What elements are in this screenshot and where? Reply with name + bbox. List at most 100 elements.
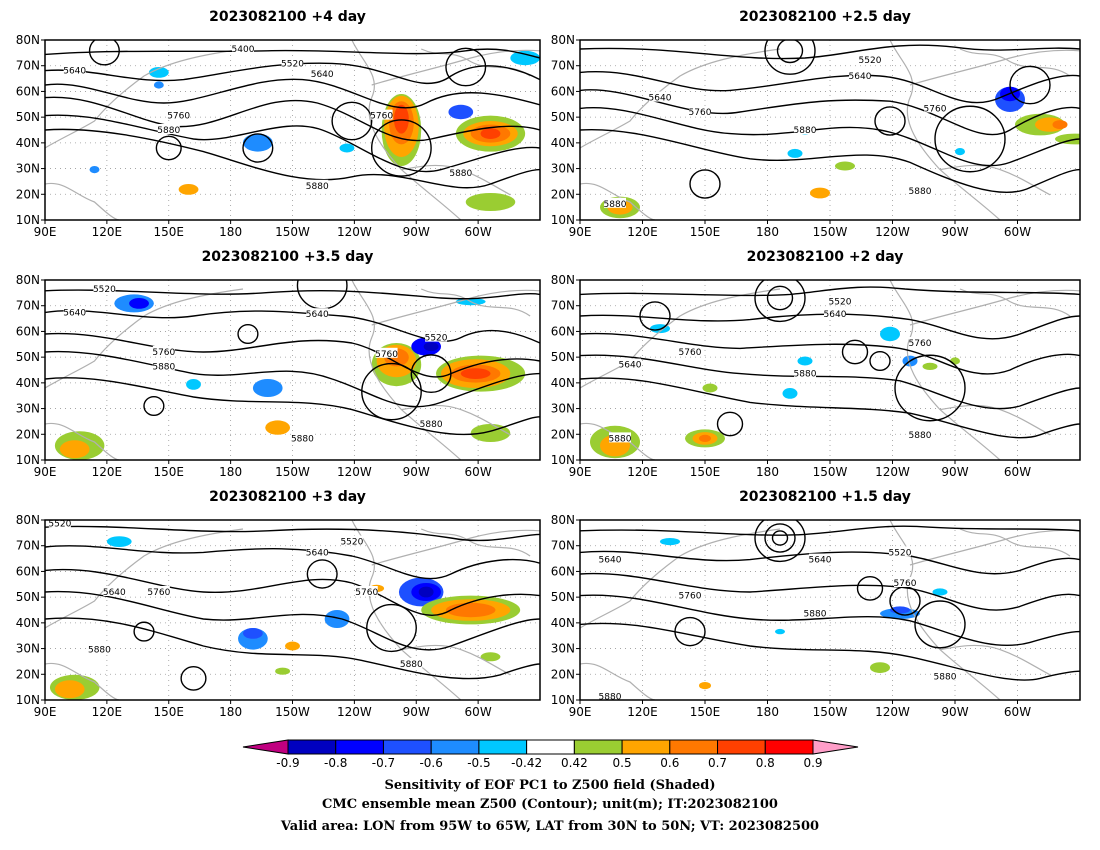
closed-contour	[776, 40, 804, 64]
coastline	[45, 422, 120, 460]
contour-label: 5640	[63, 308, 86, 318]
contour-label: 5520	[48, 520, 71, 530]
contour-label: 5640	[63, 67, 86, 77]
contour-label: 5640	[599, 556, 622, 566]
shading-patch	[480, 128, 501, 140]
shading-patch	[787, 148, 803, 158]
shading-patch	[393, 104, 409, 134]
lon-tick-label: 150W	[275, 705, 310, 719]
closed-contour	[237, 323, 259, 345]
lat-tick-label: 40N	[551, 136, 575, 150]
colorbar-box	[382, 739, 432, 755]
lon-tick-label: 180	[219, 225, 242, 239]
lon-tick-label: 150E	[154, 225, 185, 239]
coastline	[939, 644, 1051, 676]
coastline	[351, 520, 462, 700]
closed-contour	[856, 576, 884, 601]
contour-label: 5760	[924, 104, 947, 114]
shading-patch	[106, 536, 132, 547]
contour-line	[45, 78, 540, 109]
contour-label: 5760	[375, 350, 398, 360]
contour-line	[45, 350, 540, 408]
sensitivity-shading	[600, 86, 1080, 219]
lon-tick-label: 150E	[690, 465, 721, 479]
closed-contour	[639, 301, 671, 331]
colorbar-tick-label: -0.5	[467, 756, 490, 770]
closed-contour	[914, 600, 966, 649]
colorbar: -0.9 -0.8 -0.7 -0.6 -0.5 -0.42 0.42 0.5 0.6 0.7 0.…	[242, 739, 859, 770]
lat-tick-label: 20N	[16, 427, 40, 441]
lat-tick-label: 60N	[551, 84, 575, 98]
contour-label: 5640	[649, 94, 672, 104]
lon-tick-label: 150W	[813, 705, 848, 719]
lon-tick-label: 150W	[813, 465, 848, 479]
lat-tick-label: 70N	[16, 539, 40, 553]
lon-tick-label: 120E	[627, 465, 658, 479]
closed-contour	[869, 350, 891, 372]
caption-line-3: Valid area: LON from 95W to 65W, LAT fro…	[280, 819, 819, 834]
contour-line	[45, 62, 540, 85]
shading-patch	[797, 356, 813, 366]
contour-label: 5640	[824, 310, 847, 320]
contour-label: 5520	[281, 59, 304, 69]
contour-line	[580, 354, 1080, 410]
shading-patch	[1052, 120, 1068, 130]
grid-lines	[580, 40, 1080, 220]
coastline	[420, 288, 531, 317]
shading-patch	[423, 342, 439, 352]
panel-title: 2023082100 +2 day	[747, 249, 904, 265]
contour-label: 5640	[619, 361, 642, 371]
closed-contour	[370, 119, 432, 177]
map-panel: 5640 5640 5520 5760 5760 5880 5880 5880 20230821…	[551, 489, 1081, 719]
contour-label: 5520	[93, 285, 116, 295]
contour-line	[580, 332, 1080, 375]
colorbar-tick-label: 0.7	[708, 756, 727, 770]
closed-contour	[754, 520, 806, 563]
lat-tick-label: 70N	[551, 539, 575, 553]
closed-contour	[674, 616, 706, 647]
shading-patch	[339, 143, 355, 153]
contour-label: 5520	[859, 56, 882, 66]
lon-tick-label: 150E	[690, 225, 721, 239]
lat-tick-label: 10N	[16, 213, 40, 227]
coastline	[889, 280, 1001, 460]
map-panel: 5520 5640 5640 5760 5760 5880 5880 5880 20230821…	[551, 9, 1081, 239]
closed-contour	[764, 40, 816, 75]
lon-tick-label: 60W	[465, 705, 492, 719]
coastline	[889, 40, 1001, 220]
coastline	[939, 404, 1051, 436]
lon-tick-label: 120W	[875, 225, 910, 239]
colorbar-max-arrow	[812, 739, 859, 755]
contour-label: 5880	[909, 431, 932, 441]
lon-tick-label: 120E	[92, 225, 123, 239]
contour-line	[580, 44, 1080, 60]
colorbar-box	[526, 739, 575, 755]
caption-line-1: Sensitivity of EOF PC1 to Z500 field (Sh…	[384, 778, 715, 793]
contour-line	[580, 128, 1080, 193]
contour-line	[580, 525, 1080, 536]
contour-label: 5640	[103, 588, 126, 598]
lat-tick-label: 50N	[16, 110, 40, 124]
coastline	[909, 289, 1080, 326]
coastline	[401, 644, 511, 676]
coastline	[45, 288, 244, 389]
lat-tick-label: 60N	[551, 324, 575, 338]
shading-patch	[699, 434, 711, 442]
contour-line	[580, 89, 1080, 136]
coastline	[371, 529, 540, 566]
coastlines	[580, 520, 1080, 700]
shading-patch	[660, 538, 680, 546]
colorbar-tick-label: 0.9	[803, 756, 822, 770]
lat-tick-label: 80N	[16, 513, 40, 527]
shading-patch	[243, 628, 263, 639]
lat-tick-label: 70N	[551, 59, 575, 73]
contour-label: 5520	[889, 548, 912, 558]
lon-tick-label: 90W	[941, 225, 968, 239]
lon-tick-label: 60W	[1004, 465, 1031, 479]
shading-patch	[870, 662, 890, 673]
contour-label: 5880	[794, 370, 817, 380]
closed-contour	[155, 135, 182, 161]
shading-patch	[59, 440, 90, 459]
lat-tick-label: 40N	[551, 376, 575, 390]
shading-patch	[285, 641, 300, 651]
